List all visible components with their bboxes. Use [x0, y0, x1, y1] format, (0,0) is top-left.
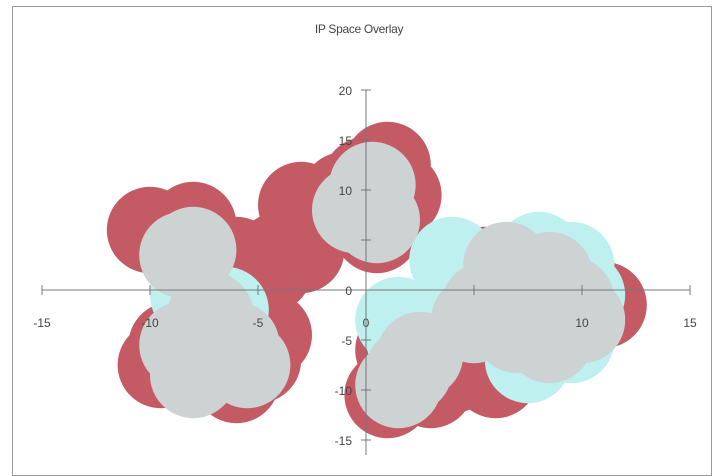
- x-tick-label-6: 15: [683, 316, 697, 330]
- y-tick-label-0: -15: [335, 434, 353, 448]
- chart-title: IP Space Overlay: [314, 22, 404, 36]
- y-tick-label-6: 15: [339, 134, 353, 148]
- x-tick-label-5: 10: [575, 316, 589, 330]
- y-tick-label-1: -10: [335, 384, 353, 398]
- x-tick-label-2: -5: [253, 316, 264, 330]
- y-tick-label-7: 20: [339, 84, 353, 98]
- x-tick-label-0: -15: [33, 316, 51, 330]
- series-2: [139, 141, 626, 429]
- x-tick-label-1: -10: [141, 316, 159, 330]
- y-tick-label-5: 10: [339, 184, 353, 198]
- series-2-point-23: [538, 276, 626, 364]
- series-2-point-5: [333, 176, 420, 264]
- y-tick-label-3: 0: [345, 284, 352, 298]
- series-2-point-25: [463, 221, 550, 309]
- y-tick-label-2: -5: [341, 334, 352, 348]
- series-2-point-12: [167, 271, 254, 359]
